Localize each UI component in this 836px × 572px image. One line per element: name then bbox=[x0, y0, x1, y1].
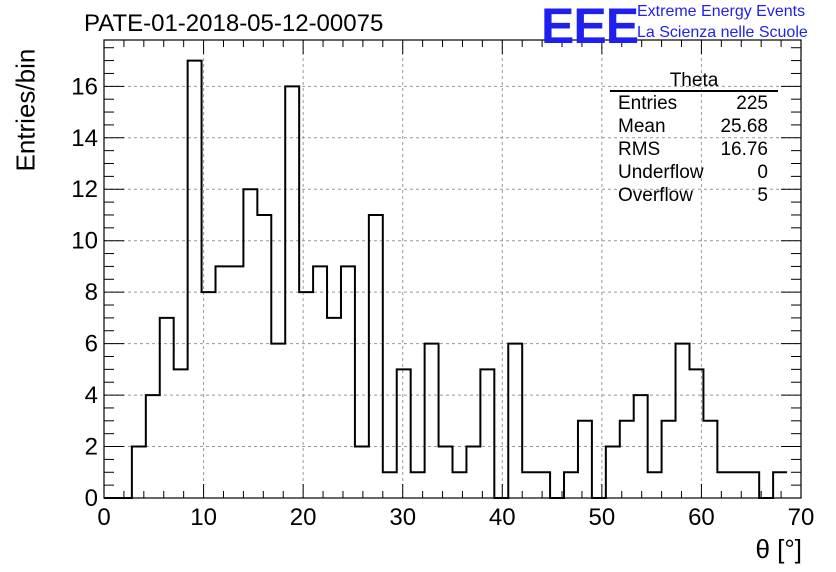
histogram-bin bbox=[676, 344, 690, 498]
stats-label: RMS bbox=[618, 139, 661, 160]
histogram-bin bbox=[662, 421, 676, 498]
histogram-bin bbox=[327, 318, 341, 498]
histogram-bin bbox=[425, 344, 439, 498]
stats-value: 25.68 bbox=[720, 116, 768, 137]
histogram-bin bbox=[745, 472, 759, 498]
histogram-bin bbox=[578, 421, 592, 498]
histogram-bin bbox=[773, 472, 787, 498]
histogram-bin bbox=[703, 421, 717, 498]
histogram-bin bbox=[257, 215, 271, 498]
stats-value: 0 bbox=[757, 162, 768, 183]
histogram-bin bbox=[341, 266, 355, 498]
stats-value: 5 bbox=[757, 185, 768, 206]
stats-label: Overflow bbox=[618, 185, 693, 206]
histogram-bin bbox=[466, 447, 480, 498]
histogram-series bbox=[104, 59, 788, 499]
histogram-bin bbox=[299, 292, 313, 498]
stats-row-mean: Mean 25.68 bbox=[610, 115, 778, 138]
stats-value: 225 bbox=[736, 93, 768, 114]
histogram-bin bbox=[271, 344, 285, 498]
stats-box: Theta Entries 225 Mean 25.68 RMS 16.76 U… bbox=[610, 70, 778, 207]
histogram-bin bbox=[132, 447, 146, 498]
x-tick-label: 60 bbox=[688, 504, 715, 531]
x-tick-label: 70 bbox=[788, 504, 815, 531]
histogram-bin bbox=[536, 472, 550, 498]
stats-value: 16.76 bbox=[720, 139, 768, 160]
x-tick-label: 40 bbox=[489, 504, 516, 531]
histogram-bin bbox=[188, 61, 202, 498]
histogram-bin bbox=[439, 447, 453, 498]
x-tick-label: 50 bbox=[589, 504, 616, 531]
histogram-bin bbox=[174, 369, 188, 498]
histogram-bin bbox=[480, 369, 494, 498]
logo-subtitle-line-1: Extreme Energy Events bbox=[637, 3, 806, 20]
histogram-bin bbox=[369, 215, 383, 498]
stats-row-rms: RMS 16.76 bbox=[610, 138, 778, 161]
y-tick-label: 12 bbox=[71, 176, 98, 203]
axis-ticks bbox=[103, 40, 802, 499]
histogram-bin bbox=[383, 472, 397, 498]
x-tick-label: 10 bbox=[190, 504, 217, 531]
eee-logo: EEE bbox=[541, 0, 639, 54]
histogram-bin bbox=[313, 266, 327, 498]
histogram-bin bbox=[717, 472, 731, 498]
stats-row-overflow: Overflow 5 bbox=[610, 184, 778, 207]
x-tick-label: 20 bbox=[290, 504, 317, 531]
histogram-bin bbox=[160, 318, 174, 498]
stats-label: Underflow bbox=[618, 162, 704, 183]
histogram-bin bbox=[355, 447, 369, 498]
stats-label: Mean bbox=[618, 116, 666, 137]
histogram-bin bbox=[229, 266, 243, 498]
y-tick-label: 0 bbox=[85, 485, 98, 512]
y-tick-label: 16 bbox=[71, 73, 98, 100]
stats-title: Theta bbox=[669, 70, 719, 91]
y-tick-label: 6 bbox=[85, 331, 98, 358]
histogram-bin bbox=[397, 369, 411, 498]
grid bbox=[104, 40, 801, 498]
stats-title-rule bbox=[610, 90, 778, 92]
histogram-bin bbox=[606, 447, 620, 498]
x-axis-label: θ [°] bbox=[755, 534, 802, 564]
stats-label: Entries bbox=[618, 93, 678, 114]
y-tick-label: 8 bbox=[85, 279, 98, 306]
x-tick-label: 0 bbox=[97, 504, 110, 531]
y-tick-label: 4 bbox=[85, 382, 98, 409]
histogram-bin bbox=[620, 421, 634, 498]
stats-row-underflow: Underflow 0 bbox=[610, 161, 778, 184]
y-axis-label: Entries/bin bbox=[10, 48, 41, 172]
y-tick-label: 2 bbox=[85, 434, 98, 461]
histogram-outline bbox=[104, 59, 788, 499]
y-tick-label: 14 bbox=[71, 125, 98, 152]
histogram-bin bbox=[522, 472, 536, 498]
histogram-bin bbox=[564, 472, 578, 498]
x-tick-label: 30 bbox=[389, 504, 416, 531]
logo-subtitle-line-2: La Scienza nelle Scuole bbox=[637, 24, 808, 41]
histogram-bin bbox=[453, 472, 467, 498]
y-tick-label: 10 bbox=[71, 228, 98, 255]
histogram-bin bbox=[216, 266, 230, 498]
histogram-bin bbox=[648, 472, 662, 498]
chart-title: PATE-01-2018-05-12-00075 bbox=[84, 10, 384, 37]
histogram-bin bbox=[508, 344, 522, 498]
histogram-bin bbox=[731, 472, 745, 498]
plot-frame bbox=[103, 39, 802, 499]
stats-row-entries: Entries 225 bbox=[610, 92, 778, 115]
